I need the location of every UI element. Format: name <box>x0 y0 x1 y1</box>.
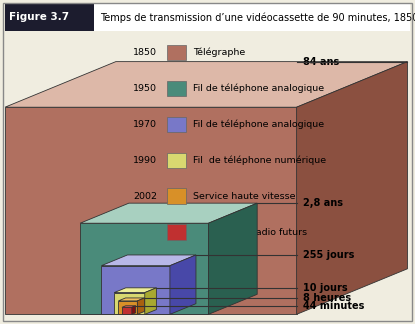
Text: 84 ans: 84 ans <box>303 57 339 67</box>
Polygon shape <box>137 298 144 314</box>
Polygon shape <box>208 203 257 314</box>
Text: Télégraphe: Télégraphe <box>193 48 246 57</box>
Polygon shape <box>101 266 170 314</box>
Text: 44 minutes: 44 minutes <box>303 301 364 311</box>
Polygon shape <box>132 306 136 314</box>
Polygon shape <box>122 306 136 307</box>
Text: Fil  de téléphone numérique: Fil de téléphone numérique <box>193 156 327 165</box>
FancyBboxPatch shape <box>167 189 186 204</box>
FancyBboxPatch shape <box>167 153 186 168</box>
FancyBboxPatch shape <box>167 45 186 61</box>
Text: 255 jours: 255 jours <box>303 250 354 260</box>
Polygon shape <box>114 293 145 314</box>
Polygon shape <box>5 62 408 107</box>
Text: Ethernet ou radio futurs: Ethernet ou radio futurs <box>193 228 308 237</box>
Text: Service haute vitesse: Service haute vitesse <box>193 192 296 201</box>
Polygon shape <box>101 255 196 266</box>
FancyBboxPatch shape <box>5 4 94 31</box>
Polygon shape <box>80 223 208 314</box>
Text: 8 heures: 8 heures <box>303 293 351 303</box>
Text: 2,8 ans: 2,8 ans <box>303 198 343 208</box>
Text: 10 jours: 10 jours <box>303 283 347 293</box>
Text: 2004: 2004 <box>133 228 157 237</box>
Polygon shape <box>118 301 137 314</box>
FancyBboxPatch shape <box>167 225 186 240</box>
Polygon shape <box>297 62 408 314</box>
FancyBboxPatch shape <box>167 81 186 97</box>
Polygon shape <box>122 307 132 314</box>
Polygon shape <box>170 255 196 314</box>
Text: Temps de transmission d’une vidéocassette de 90 minutes, 1850 - 2004: Temps de transmission d’une vidéocassett… <box>100 12 415 23</box>
Text: 1850: 1850 <box>133 48 157 57</box>
Polygon shape <box>80 203 257 223</box>
FancyBboxPatch shape <box>94 4 410 31</box>
Text: 1950: 1950 <box>133 84 157 93</box>
Text: 1990: 1990 <box>133 156 157 165</box>
Polygon shape <box>145 288 156 314</box>
Polygon shape <box>114 288 156 293</box>
Polygon shape <box>5 107 297 314</box>
Text: Fil de téléphone analogique: Fil de téléphone analogique <box>193 120 325 129</box>
FancyBboxPatch shape <box>167 117 186 133</box>
Text: 2002: 2002 <box>133 192 157 201</box>
Text: Figure 3.7: Figure 3.7 <box>9 13 69 22</box>
Text: Fil de téléphone analogique: Fil de téléphone analogique <box>193 84 325 93</box>
Polygon shape <box>118 298 144 301</box>
Text: 1970: 1970 <box>133 120 157 129</box>
